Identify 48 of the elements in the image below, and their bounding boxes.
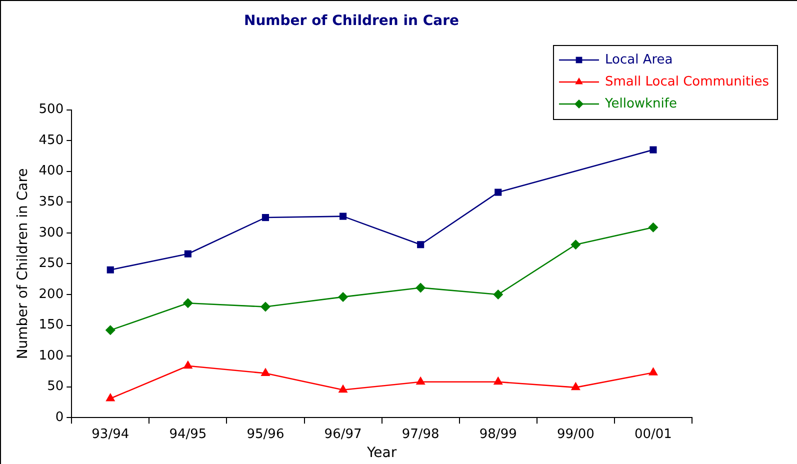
y-axis-title: Number of Children in Care bbox=[15, 168, 32, 360]
y-tick-label: 100 bbox=[38, 348, 64, 364]
point bbox=[493, 289, 504, 300]
legend-label: Yellowknife bbox=[604, 96, 677, 112]
point bbox=[338, 384, 348, 393]
y-tick-label: 500 bbox=[38, 102, 64, 118]
point bbox=[260, 302, 270, 312]
point bbox=[184, 250, 192, 258]
point bbox=[338, 292, 348, 302]
y-tick-label: 150 bbox=[38, 318, 64, 333]
point bbox=[570, 382, 580, 390]
point bbox=[182, 298, 193, 308]
y-tick-label: 50 bbox=[47, 379, 64, 394]
y-tick-label: 200 bbox=[38, 286, 64, 302]
point bbox=[106, 266, 114, 274]
point bbox=[183, 360, 193, 369]
x-tick-label: 98/99 bbox=[479, 426, 517, 442]
point bbox=[416, 282, 426, 293]
point bbox=[648, 222, 658, 232]
point bbox=[494, 188, 502, 196]
x-tick-label: 95/96 bbox=[246, 426, 284, 442]
legend-label: Local Area bbox=[605, 52, 673, 68]
point bbox=[260, 368, 270, 376]
point bbox=[106, 393, 116, 402]
y-tick-label: 300 bbox=[38, 225, 64, 240]
x-tick-label: 96/97 bbox=[324, 426, 362, 442]
point bbox=[262, 214, 270, 222]
point bbox=[570, 240, 581, 250]
chart-title: Number of Children in Care bbox=[244, 13, 460, 30]
point bbox=[648, 367, 658, 376]
y-tick-label: 350 bbox=[38, 194, 64, 210]
point bbox=[417, 241, 424, 248]
x-axis-title: Year bbox=[366, 445, 397, 462]
x-tick-label: 00/01 bbox=[634, 426, 672, 442]
point bbox=[105, 325, 116, 336]
x-tick-label: 97/98 bbox=[402, 426, 440, 442]
y-tick-label: 250 bbox=[38, 256, 64, 272]
x-tick-label: 93/94 bbox=[92, 426, 130, 442]
point bbox=[493, 376, 503, 385]
point bbox=[416, 376, 426, 385]
y-tick-label: 400 bbox=[38, 164, 64, 179]
x-tick-label: 99/00 bbox=[556, 426, 594, 442]
legend-label: Small Local Communities bbox=[605, 74, 770, 90]
x-tick-label: 94/95 bbox=[169, 426, 207, 442]
y-tick-label: 0 bbox=[55, 410, 64, 425]
y-tick-label: 450 bbox=[38, 132, 64, 148]
point bbox=[650, 146, 657, 154]
point bbox=[339, 212, 347, 220]
